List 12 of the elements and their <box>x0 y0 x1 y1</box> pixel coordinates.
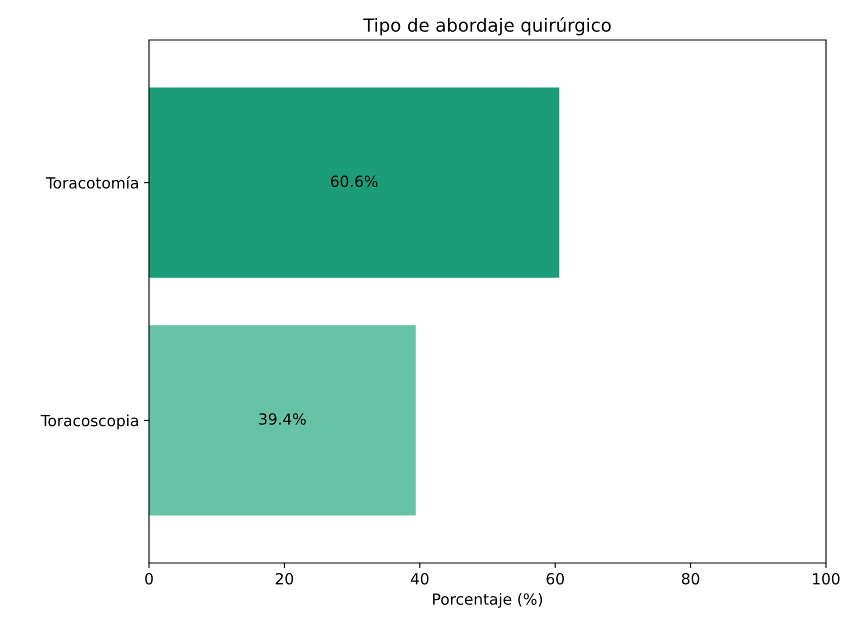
x-tick-label: 0 <box>145 572 153 585</box>
data-label: 39.4% <box>259 413 306 425</box>
data-label: 60.6% <box>330 176 378 188</box>
x-axis-title: Porcentaje (%) <box>433 593 542 608</box>
x-tick-label: 80 <box>682 572 700 585</box>
x-tick-label: 20 <box>276 572 294 585</box>
y-tick-label: Toracoscopia <box>40 414 138 430</box>
chart-title: Tipo de abordaje quirúrgico <box>363 17 611 36</box>
y-tick-label: Toracotomía <box>46 176 138 189</box>
x-tick-label: 100 <box>813 572 840 585</box>
x-tick-label: 60 <box>546 572 564 585</box>
x-tick-label: 40 <box>410 572 429 585</box>
